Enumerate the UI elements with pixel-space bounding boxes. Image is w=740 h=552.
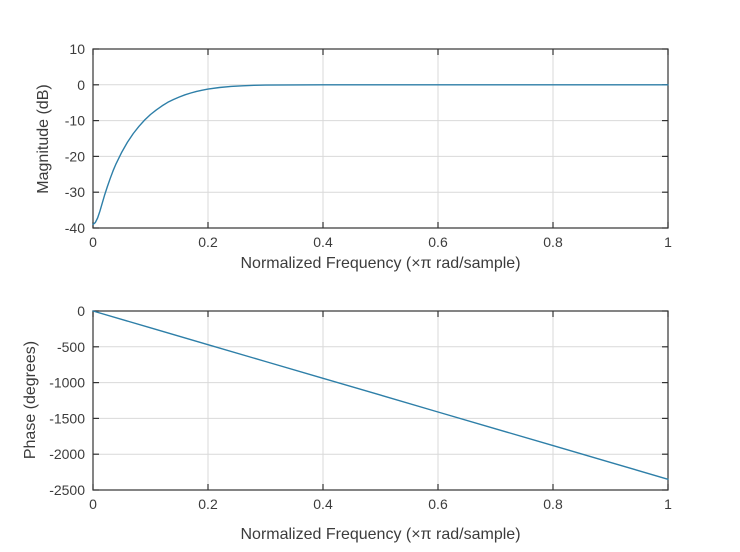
x-tick-label: 0.6 — [428, 496, 448, 512]
x-tick-label: 0.8 — [543, 234, 563, 250]
magnitude-plot-tick-labels: 0 0.2 0.4 0.6 0.8 1 10 0 -10 -20 -30 -40 — [65, 41, 672, 250]
y-tick-label: 0 — [77, 303, 85, 319]
y-tick-label: -2500 — [49, 482, 85, 498]
magnitude-xlabel: Normalized Frequency (×π rad/sample) — [240, 255, 521, 272]
phase-plot-grid — [93, 311, 668, 490]
phase-plot-tick-labels: 0 0.2 0.4 0.6 0.8 1 0 -500 -1000 -1500 -2000 -2500 — [49, 303, 672, 512]
y-tick-label: -10 — [65, 113, 85, 129]
y-tick-label: -30 — [65, 184, 85, 200]
y-tick-label: -1000 — [49, 375, 85, 391]
x-tick-label: 0 — [89, 234, 97, 250]
y-tick-label: 10 — [69, 41, 85, 57]
x-tick-label: 0.2 — [198, 496, 218, 512]
x-tick-label: 0.4 — [313, 496, 333, 512]
x-tick-label: 0.2 — [198, 234, 218, 250]
phase-xlabel: Normalized Frequency (×π rad/sample) — [240, 526, 521, 543]
x-tick-label: 0.4 — [313, 234, 333, 250]
phase-response-line — [92, 310, 669, 480]
x-tick-label: 0.8 — [543, 496, 563, 512]
y-tick-label: -20 — [65, 148, 85, 164]
magnitude-plot-box — [92, 48, 669, 229]
magnitude-plot: 0 0.2 0.4 0.6 0.8 1 10 0 -10 -20 -30 -40 — [65, 41, 672, 250]
phase-plot-ticks — [92, 310, 669, 491]
magnitude-ylabel: Magnitude (dB) — [35, 84, 53, 194]
x-tick-label: 1 — [664, 496, 672, 512]
y-tick-label: -1500 — [49, 410, 85, 426]
x-tick-label: 1 — [664, 234, 672, 250]
x-tick-label: 0 — [89, 496, 97, 512]
magnitude-plot-grid — [93, 49, 668, 228]
phase-plot-box — [92, 310, 669, 491]
y-tick-label: -2000 — [49, 446, 85, 462]
magnitude-plot-ticks — [92, 48, 669, 229]
phase-ylabel: Phase (degrees) — [22, 340, 40, 460]
magnitude-response-line — [92, 84, 669, 226]
y-tick-label: -40 — [65, 220, 85, 236]
x-tick-label: 0.6 — [428, 234, 448, 250]
phase-plot: 0 0.2 0.4 0.6 0.8 1 0 -500 -1000 -1500 -2000 -2500 — [49, 303, 672, 512]
y-tick-label: -500 — [57, 339, 85, 355]
y-tick-label: 0 — [77, 77, 85, 93]
